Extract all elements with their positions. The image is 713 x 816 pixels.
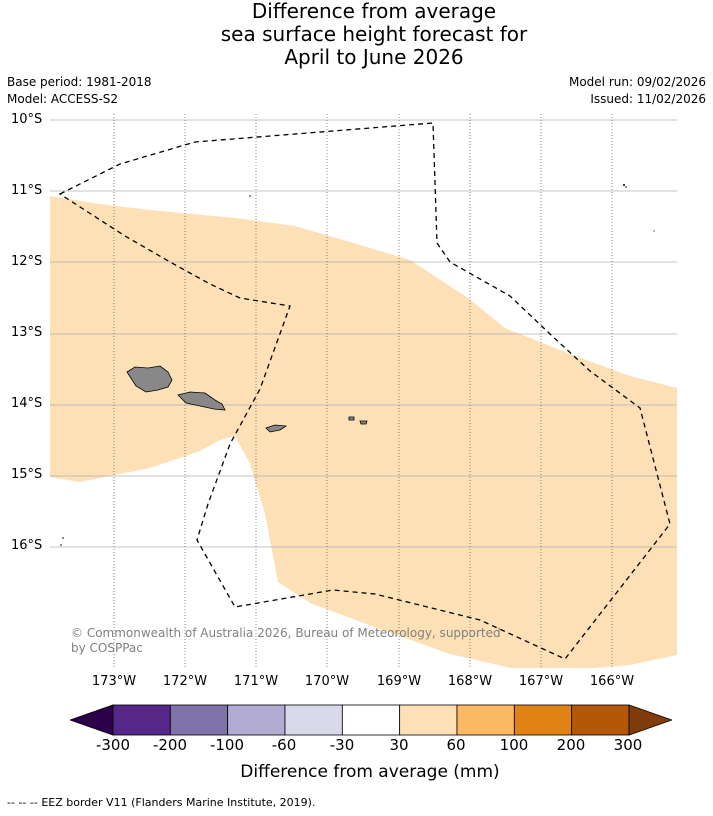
colorbar-tick-100: 100 [499,736,529,754]
colorbar-extend-high [628,704,672,736]
upolu-island [177,391,226,411]
lat-label-11s: 11°S [11,183,43,198]
colorbar-tick-200: 200 [556,736,586,754]
meta-left: Base period: 1981-2018 Model: ACCESS-S2 [7,74,152,108]
colorbar-label: Difference from average (mm) [240,762,500,782]
colorbar-tick-minus200: -200 [152,736,188,754]
sea-surface-map [50,114,677,668]
lat-label-16s: 16°S [11,538,43,553]
issued-date: Issued: 11/02/2026 [590,92,706,106]
colorbar-extend-low [70,704,114,736]
lat-label-15s: 15°S [11,467,43,482]
colorbar-cell-4 [284,704,343,736]
lat-label-14s: 14°S [11,396,43,411]
meridians [113,114,613,668]
lat-label-10s: 10°S [11,112,43,127]
copyright-line-1: © Commonwealth of Australia 2026, Bureau… [71,626,501,640]
manua-island-2 [359,420,368,425]
tutuila-island [265,424,288,433]
colorbar-tick-30: 30 [389,736,409,754]
copyright-notice: © Commonwealth of Australia 2026, Bureau… [71,626,501,656]
colorbar-cell-9 [571,704,630,736]
land [126,365,368,433]
lon-label-169w: 169°W [376,674,422,689]
lon-label-168w: 168°W [447,674,493,689]
lat-label-12s: 12°S [11,254,43,269]
colorbar-cell-8 [513,704,573,736]
title-line-1: Difference from average [251,0,497,23]
colorbar-tick-minus300: -300 [95,736,131,754]
colorbar-tick-minus100: -100 [209,736,245,754]
lon-label-170w: 170°W [304,674,350,689]
savaii-island [126,365,173,393]
colorbar [70,704,672,736]
anomaly-region-30-60 [50,196,677,668]
colorbar-tick-minus30: -30 [329,736,355,754]
title-line-2: sea surface height forecast for [220,22,528,46]
title-line-3: April to June 2026 [284,45,464,69]
colorbar-cell-3 [227,704,286,736]
colorbar-tick-minus60: -60 [271,736,297,754]
model-run: Model run: 09/02/2026 [568,75,706,89]
colorbar-tick-60: 60 [446,736,466,754]
graticule [50,119,677,548]
colorbar-cell-2 [169,704,229,736]
model-name: Model: ACCESS-S2 [7,92,119,106]
colorbar-tick-300: 300 [613,736,643,754]
lon-label-166w: 166°W [589,674,635,689]
eez-legend-text: EEZ border V11 (Flanders Marine Institut… [41,796,316,809]
colorbar-cell-5 [341,704,401,736]
base-period: Base period: 1981-2018 [7,75,152,89]
copyright-line-2: by COSPPac [71,641,143,655]
islets [60,184,655,546]
colorbar-cell-6 [399,704,458,736]
eez-legend-symbol: -- -- -- [7,796,38,809]
lon-label-172w: 172°W [162,674,208,689]
meta-right: Model run: 09/02/2026 Issued: 11/02/2026 [569,74,706,108]
manua-island-1 [348,416,355,421]
eez-legend: -- -- -- EEZ border V11 (Flanders Marine… [7,796,315,809]
lon-label-171w: 171°W [233,674,279,689]
map-title: Difference from average sea surface heig… [0,0,713,69]
lat-label-13s: 13°S [11,325,43,340]
colorbar-cell-7 [456,704,515,736]
lon-label-173w: 173°W [91,674,137,689]
lon-label-167w: 167°W [518,674,564,689]
eez-border [58,122,671,660]
colorbar-cell-1 [112,704,171,736]
